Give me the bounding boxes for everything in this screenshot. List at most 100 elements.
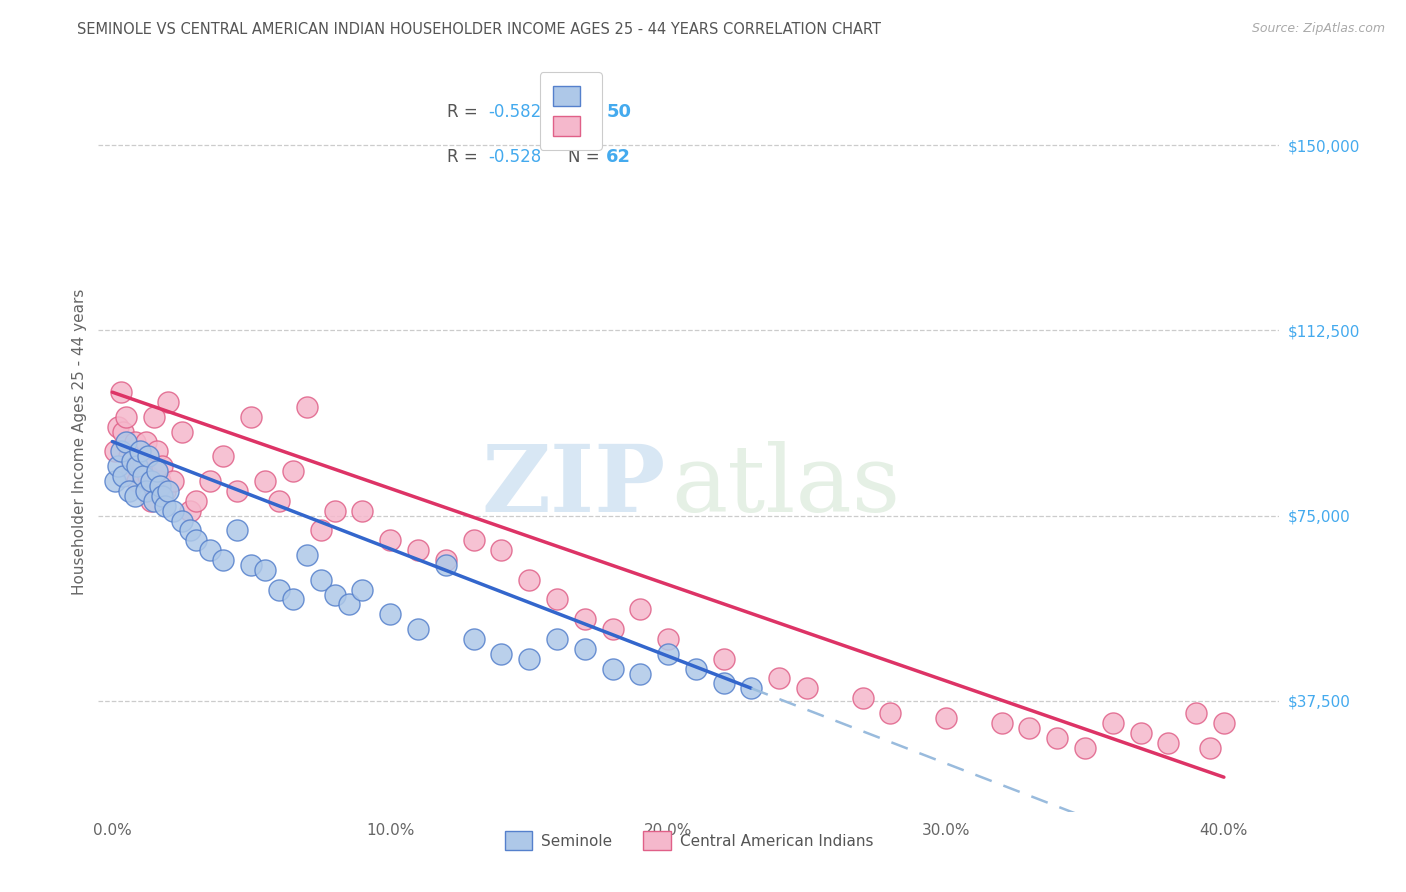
Point xyxy=(740,681,762,696)
Point xyxy=(162,503,184,517)
Point xyxy=(121,464,143,478)
Point xyxy=(132,469,155,483)
Point xyxy=(112,425,135,439)
Point xyxy=(212,450,235,464)
Point xyxy=(380,607,402,622)
Point xyxy=(352,582,374,597)
Point xyxy=(179,503,201,517)
Point xyxy=(153,499,176,513)
Point xyxy=(628,666,651,681)
Legend: Seminole, Central American Indians: Seminole, Central American Indians xyxy=(499,825,879,856)
Point xyxy=(153,483,176,498)
Text: R =: R = xyxy=(447,147,482,166)
Point xyxy=(240,409,263,424)
Point xyxy=(135,483,157,498)
Point xyxy=(879,706,901,720)
Text: Source: ZipAtlas.com: Source: ZipAtlas.com xyxy=(1251,22,1385,36)
Point xyxy=(184,493,207,508)
Point xyxy=(115,434,138,449)
Point xyxy=(1199,740,1222,755)
Text: atlas: atlas xyxy=(671,441,900,531)
Point xyxy=(434,558,457,572)
Point xyxy=(1212,715,1234,730)
Point xyxy=(156,395,179,409)
Point xyxy=(132,459,155,474)
Point xyxy=(602,662,624,676)
Point xyxy=(574,641,596,656)
Point xyxy=(127,459,149,474)
Point xyxy=(491,543,513,558)
Point xyxy=(146,444,169,458)
Text: ZIP: ZIP xyxy=(481,441,665,531)
Point xyxy=(852,691,875,706)
Point xyxy=(1046,731,1069,745)
Point xyxy=(146,464,169,478)
Point xyxy=(768,672,790,686)
Point xyxy=(602,622,624,636)
Point xyxy=(281,592,304,607)
Point xyxy=(406,543,429,558)
Point xyxy=(574,612,596,626)
Point xyxy=(135,434,157,449)
Point xyxy=(198,543,221,558)
Point xyxy=(156,483,179,498)
Point xyxy=(254,474,277,488)
Point xyxy=(323,503,346,517)
Point xyxy=(148,479,170,493)
Point xyxy=(295,400,318,414)
Y-axis label: Householder Income Ages 25 - 44 years: Householder Income Ages 25 - 44 years xyxy=(72,288,87,595)
Point xyxy=(121,454,143,468)
Point xyxy=(517,651,540,665)
Point xyxy=(226,524,249,538)
Point xyxy=(1157,736,1180,750)
Point xyxy=(150,459,173,474)
Point xyxy=(162,474,184,488)
Point xyxy=(657,632,679,646)
Point xyxy=(118,483,141,498)
Point xyxy=(240,558,263,572)
Point xyxy=(1129,725,1152,739)
Point xyxy=(143,409,166,424)
Point xyxy=(685,662,707,676)
Point xyxy=(129,454,152,468)
Point xyxy=(352,503,374,517)
Point xyxy=(657,647,679,661)
Point xyxy=(124,434,146,449)
Point xyxy=(1185,706,1208,720)
Point xyxy=(546,592,568,607)
Point xyxy=(138,469,160,483)
Point xyxy=(295,548,318,562)
Point xyxy=(226,483,249,498)
Point xyxy=(990,715,1012,730)
Point xyxy=(198,474,221,488)
Point xyxy=(254,563,277,577)
Point xyxy=(107,459,129,474)
Point xyxy=(267,493,290,508)
Point xyxy=(184,533,207,548)
Point xyxy=(143,493,166,508)
Point xyxy=(309,524,332,538)
Text: SEMINOLE VS CENTRAL AMERICAN INDIAN HOUSEHOLDER INCOME AGES 25 - 44 YEARS CORREL: SEMINOLE VS CENTRAL AMERICAN INDIAN HOUS… xyxy=(77,22,882,37)
Text: 62: 62 xyxy=(606,147,631,166)
Point xyxy=(491,647,513,661)
Point xyxy=(713,676,735,690)
Point xyxy=(796,681,818,696)
Point xyxy=(138,450,160,464)
Point xyxy=(434,553,457,567)
Point xyxy=(118,450,141,464)
Point xyxy=(380,533,402,548)
Point xyxy=(546,632,568,646)
Point xyxy=(170,425,193,439)
Point xyxy=(463,533,485,548)
Point xyxy=(212,553,235,567)
Point xyxy=(1101,715,1123,730)
Text: -0.582: -0.582 xyxy=(488,103,541,121)
Point xyxy=(935,711,957,725)
Point xyxy=(110,385,132,400)
Text: R =: R = xyxy=(447,103,482,121)
Point xyxy=(107,419,129,434)
Point xyxy=(323,588,346,602)
Point xyxy=(517,573,540,587)
Point xyxy=(112,469,135,483)
Point xyxy=(170,514,193,528)
